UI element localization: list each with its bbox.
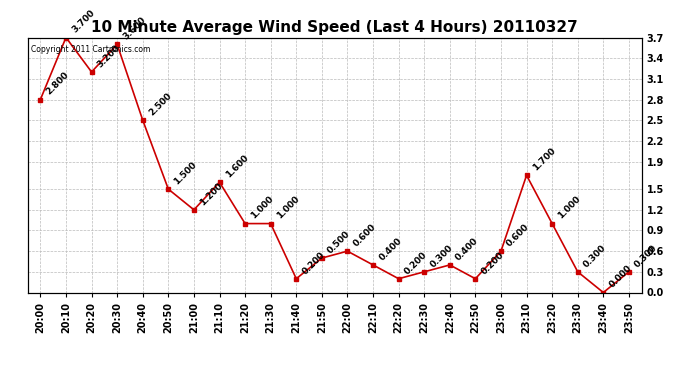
Text: 1.000: 1.000 xyxy=(275,195,301,221)
Text: 0.300: 0.300 xyxy=(428,243,455,269)
Text: 0.300: 0.300 xyxy=(582,243,608,269)
Title: 10 Minute Average Wind Speed (Last 4 Hours) 20110327: 10 Minute Average Wind Speed (Last 4 Hou… xyxy=(91,20,578,35)
Text: 3.700: 3.700 xyxy=(70,8,97,35)
Text: 0.300: 0.300 xyxy=(633,243,659,269)
Text: 1.000: 1.000 xyxy=(556,195,582,221)
Text: 1.700: 1.700 xyxy=(531,146,557,172)
Text: 0.500: 0.500 xyxy=(326,229,352,255)
Text: 0.200: 0.200 xyxy=(403,250,429,276)
Text: 0.600: 0.600 xyxy=(505,222,531,248)
Text: 0.600: 0.600 xyxy=(352,222,377,248)
Text: Copyright 2011 Cartronics.com: Copyright 2011 Cartronics.com xyxy=(30,45,150,54)
Text: 0.000: 0.000 xyxy=(607,264,633,290)
Text: 3.600: 3.600 xyxy=(121,15,148,42)
Text: 1.600: 1.600 xyxy=(224,153,250,180)
Text: 0.400: 0.400 xyxy=(377,236,404,262)
Text: 1.200: 1.200 xyxy=(198,181,224,207)
Text: 0.400: 0.400 xyxy=(454,236,480,262)
Text: 2.500: 2.500 xyxy=(147,91,173,117)
Text: 3.200: 3.200 xyxy=(96,43,122,69)
Text: 0.200: 0.200 xyxy=(300,250,326,276)
Text: 1.500: 1.500 xyxy=(172,160,199,186)
Text: 1.000: 1.000 xyxy=(249,195,275,221)
Text: 0.200: 0.200 xyxy=(480,250,506,276)
Text: 2.800: 2.800 xyxy=(45,70,71,97)
